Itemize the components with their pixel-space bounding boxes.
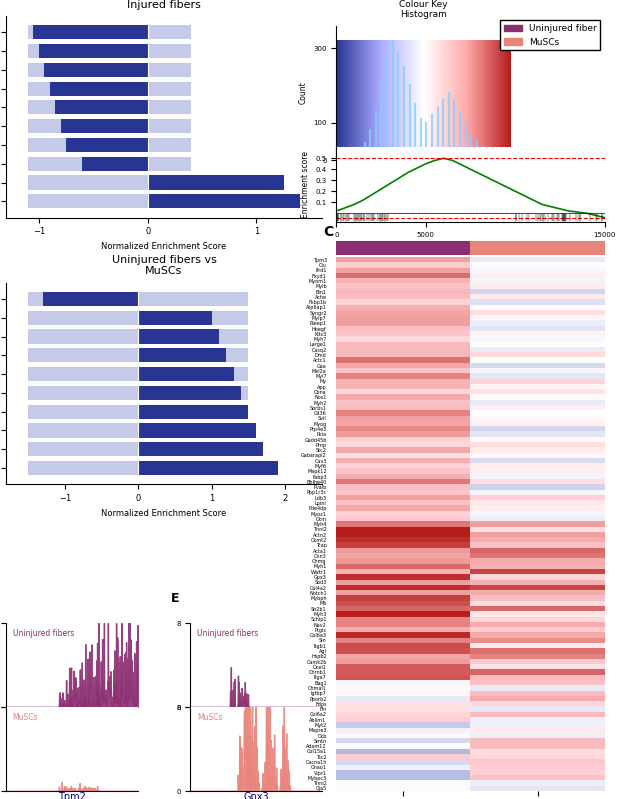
Bar [28, 44, 191, 58]
Bar [28, 63, 191, 77]
Text: E: E [170, 592, 179, 605]
Bar [28, 119, 191, 133]
Bar [28, 292, 249, 306]
Legend: Uninjured fiber, MuSCs: Uninjured fiber, MuSCs [500, 21, 600, 50]
X-axis label: Rank: Rank [460, 243, 481, 252]
X-axis label: Normalized Enrichment Score: Normalized Enrichment Score [101, 242, 226, 251]
Bar [44, 63, 147, 77]
Bar [43, 292, 138, 306]
Bar [28, 311, 249, 324]
Bar [50, 81, 147, 96]
Title: Uninjured fibers vs
MuSCs: Uninjured fibers vs MuSCs [112, 255, 217, 276]
Bar [147, 194, 300, 209]
Bar [28, 386, 249, 400]
Bar [138, 311, 212, 324]
Bar [28, 157, 191, 171]
Bar [28, 423, 249, 438]
Bar [28, 348, 249, 363]
Bar [28, 329, 249, 344]
Bar [138, 367, 234, 381]
Title: Uninjured fibers vs
Injured fibers: Uninjured fibers vs Injured fibers [112, 0, 217, 10]
X-axis label: Tpm2: Tpm2 [58, 793, 86, 799]
Bar [28, 442, 249, 456]
Bar [28, 461, 249, 475]
X-axis label: Normalized Enrichment Score: Normalized Enrichment Score [101, 508, 226, 518]
Text: C: C [323, 225, 333, 239]
Bar [28, 367, 249, 381]
Bar [138, 386, 241, 400]
Bar [138, 404, 249, 419]
Bar [82, 157, 147, 171]
Bar [138, 442, 263, 456]
Bar [28, 176, 191, 189]
Text: MuSCs: MuSCs [13, 713, 38, 721]
Bar [28, 81, 191, 96]
Bar [138, 348, 226, 363]
Bar [33, 25, 147, 39]
Bar [28, 101, 191, 114]
Bar [138, 423, 255, 438]
X-axis label: Gpx3: Gpx3 [243, 793, 269, 799]
Bar [28, 25, 191, 39]
Bar [60, 119, 147, 133]
Bar [28, 194, 191, 209]
Bar [138, 461, 278, 475]
Bar [28, 138, 191, 152]
Bar [66, 138, 147, 152]
Text: Uninjured fibers: Uninjured fibers [197, 629, 259, 638]
Text: Uninjured fibers: Uninjured fibers [13, 629, 74, 638]
Y-axis label: Enrichment score: Enrichment score [301, 151, 310, 218]
Bar [147, 176, 284, 189]
Bar [55, 101, 147, 114]
Bar [39, 44, 147, 58]
Bar [138, 329, 219, 344]
Text: MuSCs: MuSCs [197, 713, 222, 721]
Bar [28, 404, 249, 419]
